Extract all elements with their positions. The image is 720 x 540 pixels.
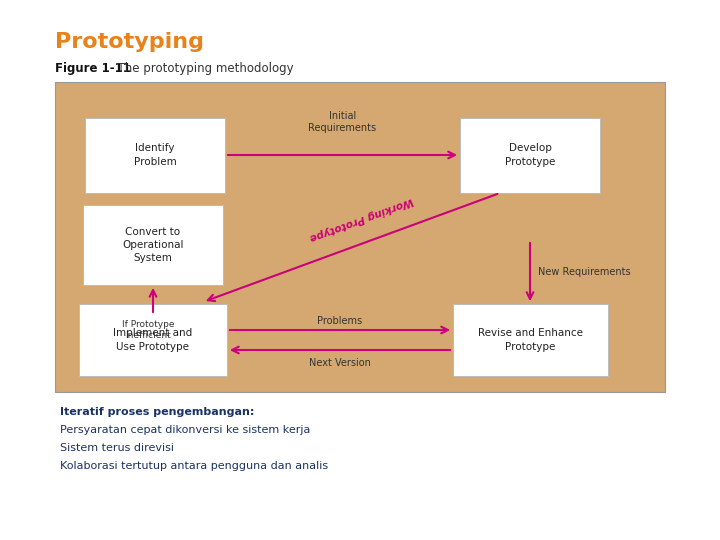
Text: Prototyping: Prototyping — [55, 32, 204, 52]
Text: Figure 1-11: Figure 1-11 — [55, 62, 131, 75]
Text: Next Version: Next Version — [309, 358, 371, 368]
Text: Iteratif proses pengembangan:: Iteratif proses pengembangan: — [60, 407, 254, 417]
Bar — [85, 118, 225, 192]
Text: Implement and
Use Prototype: Implement and Use Prototype — [113, 328, 193, 352]
Bar — [460, 118, 600, 192]
Text: The prototyping methodology: The prototyping methodology — [110, 62, 294, 75]
Text: Revise and Enhance
Prototype: Revise and Enhance Prototype — [477, 328, 582, 352]
Bar — [55, 82, 665, 392]
Text: If Prototype
Inefficient: If Prototype Inefficient — [122, 320, 174, 340]
Text: Develop
Prototype: Develop Prototype — [505, 144, 555, 167]
Bar — [83, 205, 223, 285]
Text: Working Prototype: Working Prototype — [308, 195, 415, 242]
Text: Convert to
Operational
System: Convert to Operational System — [122, 227, 184, 263]
Text: Sistem terus direvisi: Sistem terus direvisi — [60, 443, 174, 453]
Text: Persyaratan cepat dikonversi ke sistem kerja: Persyaratan cepat dikonversi ke sistem k… — [60, 425, 310, 435]
Text: New Requirements: New Requirements — [538, 267, 631, 277]
Text: Kolaborasi tertutup antara pengguna dan analis: Kolaborasi tertutup antara pengguna dan … — [60, 461, 328, 471]
Bar — [79, 304, 227, 376]
Text: Identify
Problem: Identify Problem — [134, 144, 176, 167]
Text: Problems: Problems — [318, 316, 363, 326]
Bar — [452, 304, 608, 376]
Text: Initial
Requirements: Initial Requirements — [308, 111, 377, 133]
